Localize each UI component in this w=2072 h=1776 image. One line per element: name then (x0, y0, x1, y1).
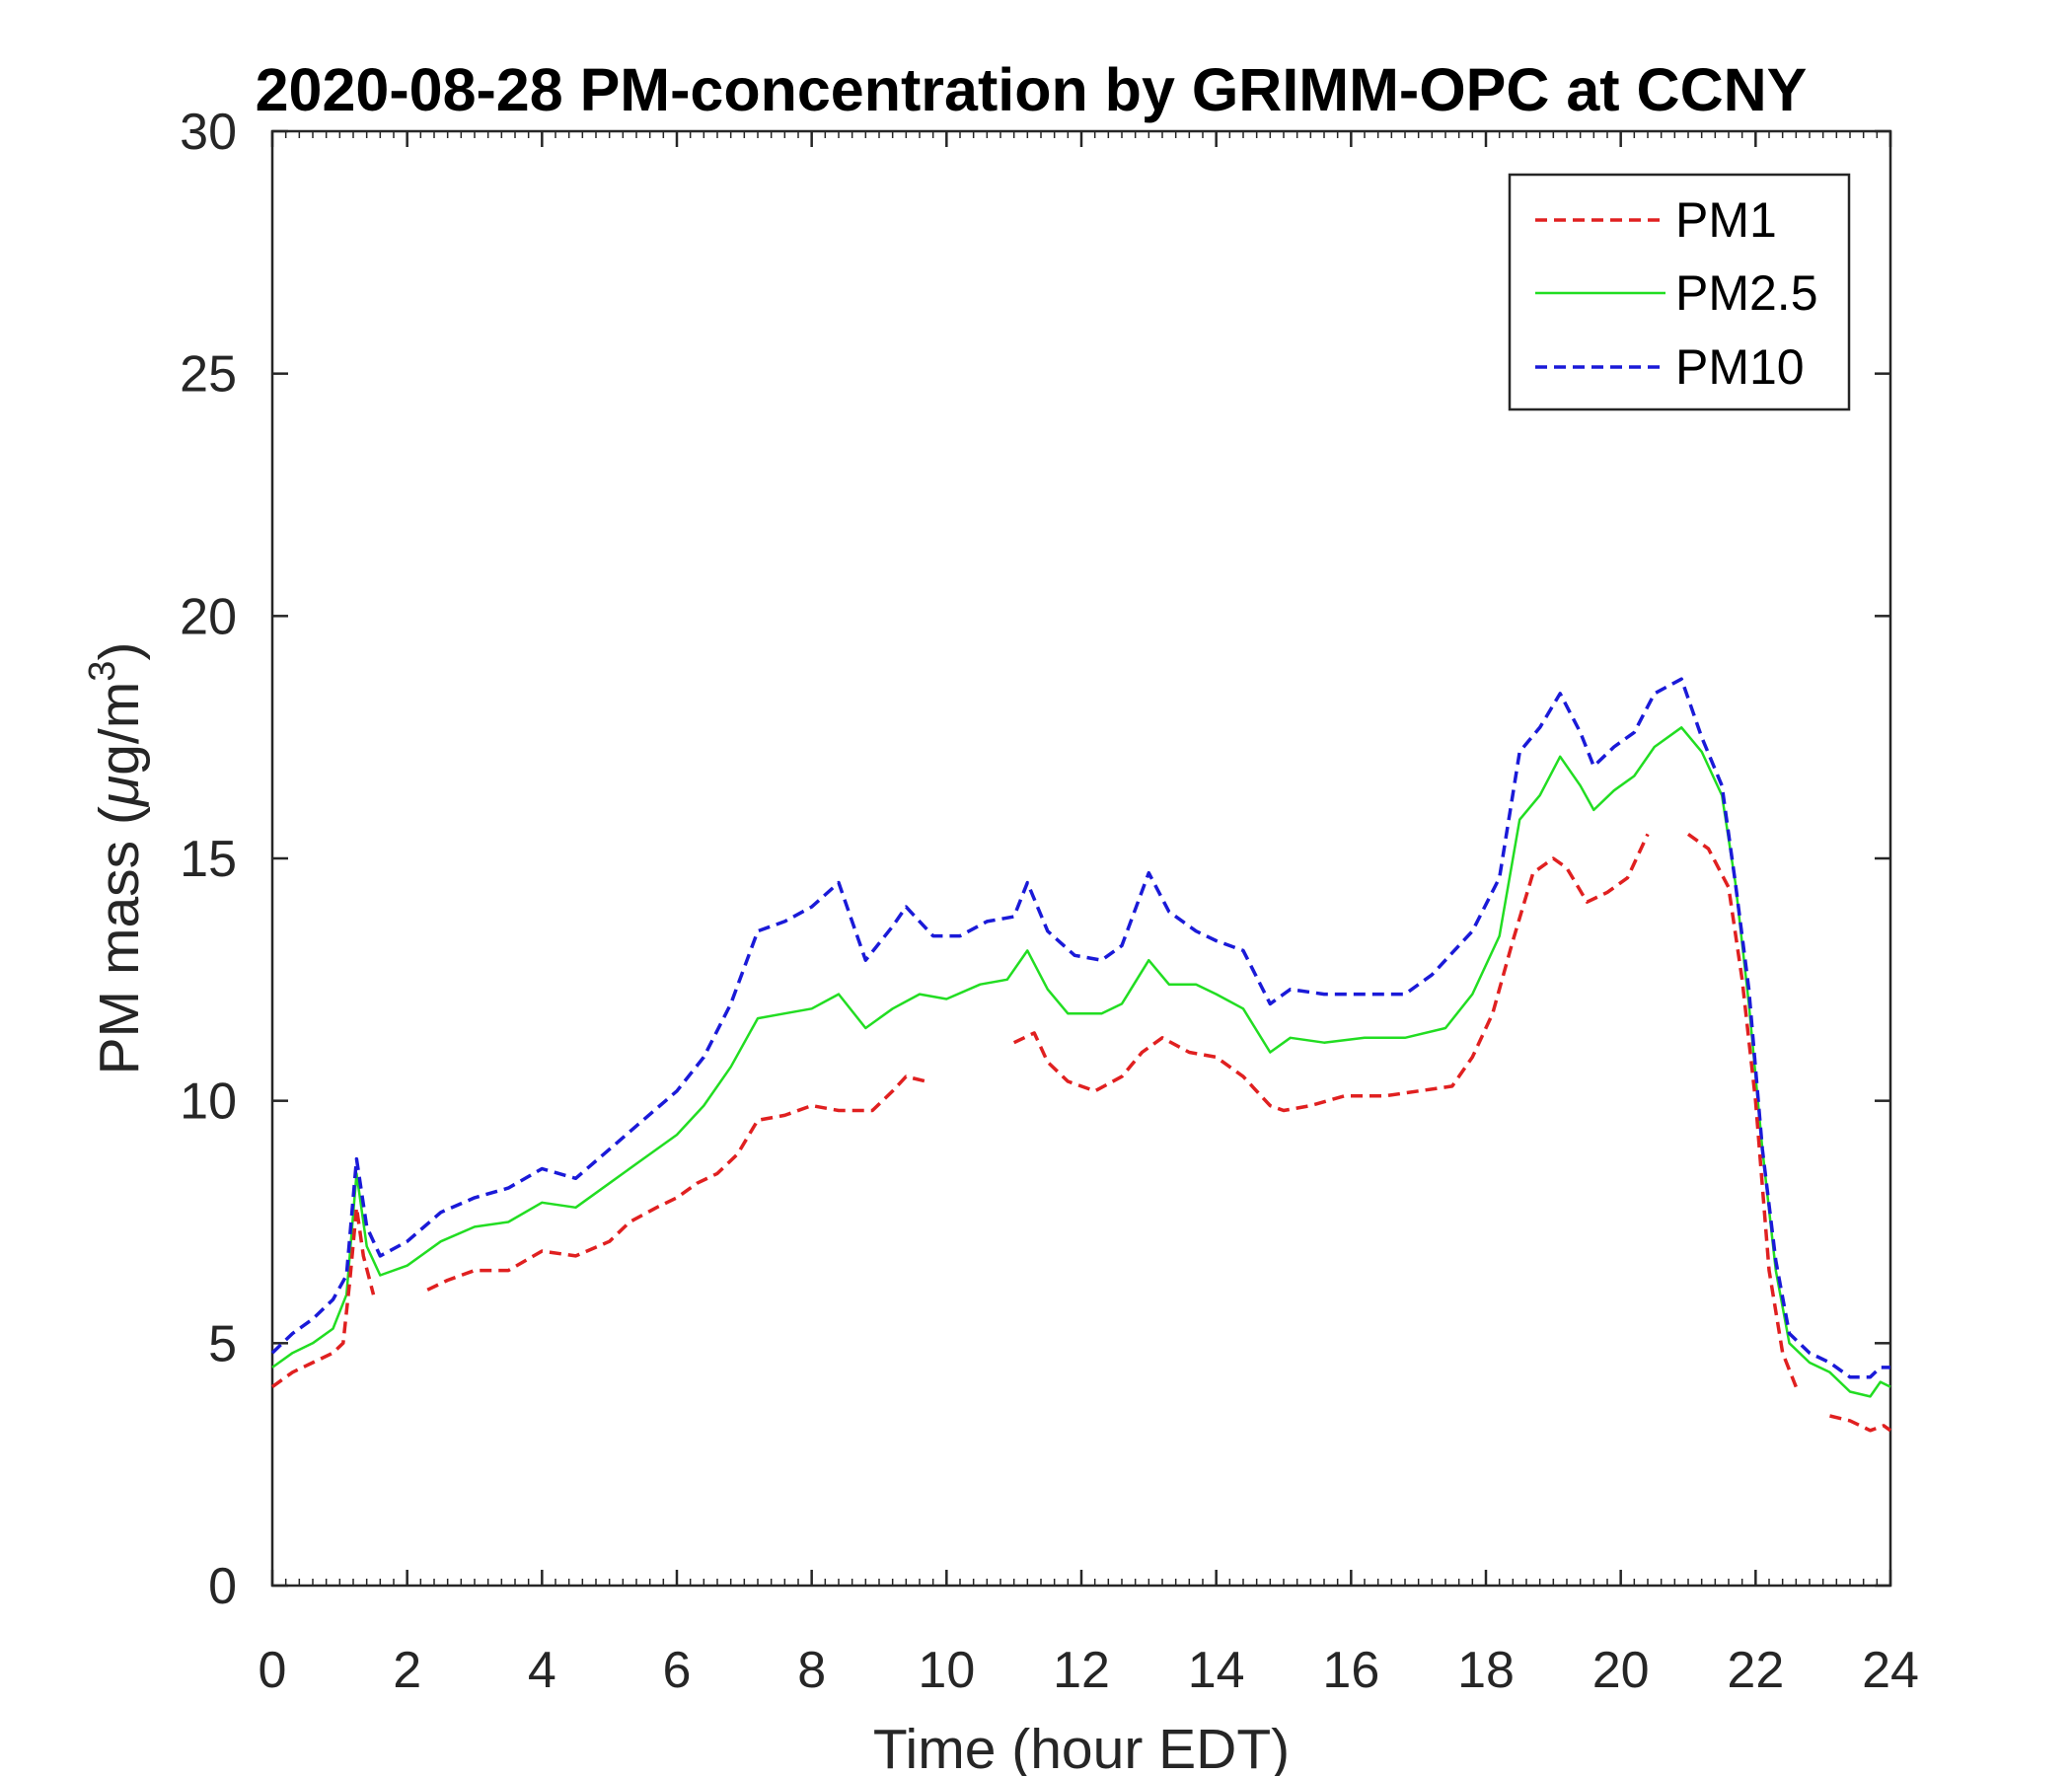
x-tick-label: 4 (528, 1642, 556, 1699)
y-axis-label: PM mass (μg/m3) (82, 642, 151, 1075)
y-tick-label: 0 (208, 1558, 237, 1615)
x-tick-label: 0 (259, 1642, 287, 1699)
x-tick-label: 20 (1592, 1642, 1650, 1699)
series-line-pm1 (1829, 1414, 1892, 1433)
y-axis-label-close: ) (88, 642, 151, 661)
y-tick-labels: 0 5 10 15 20 25 30 (180, 104, 237, 1615)
x-tick-label: 24 (1862, 1642, 1919, 1699)
y-axis-label-mu: μ (88, 776, 151, 808)
series-line-pm10 (270, 677, 1890, 1379)
series-line-pm1 (270, 1206, 376, 1389)
y-axis-label-unit: g/m (88, 682, 151, 776)
y-tick-label: 10 (180, 1073, 237, 1131)
x-axis-label: Time (hour EDT) (873, 1718, 1290, 1776)
y-axis-label-main: PM mass ( (88, 806, 151, 1074)
legend-label-pm1: PM1 (1675, 192, 1777, 248)
series-line-pm25 (271, 726, 1891, 1398)
series-line-pm1 (1012, 833, 1650, 1113)
x-tick-label: 12 (1053, 1642, 1110, 1699)
plot-area (270, 129, 1892, 1588)
y-tick-label: 20 (180, 588, 237, 645)
x-tick-label: 10 (918, 1642, 975, 1699)
series-line-pm1 (1686, 832, 1798, 1388)
legend-label-pm25: PM2.5 (1675, 265, 1818, 321)
x-tick-label: 14 (1188, 1642, 1245, 1699)
series-layer (270, 677, 1892, 1433)
y-tick-label: 25 (180, 346, 237, 404)
x-tick-label: 22 (1727, 1642, 1784, 1699)
x-tick-label: 6 (663, 1642, 692, 1699)
y-tick-label: 15 (180, 831, 237, 888)
legend: PM1 PM2.5 PM10 (1508, 173, 1851, 411)
chart-title: 2020-08-28 PM-concentration by GRIMM-OPC… (256, 56, 1808, 123)
y-tick-label: 5 (208, 1315, 237, 1372)
x-tick-label: 2 (393, 1642, 421, 1699)
x-tick-labels: 0 2 4 6 8 10 12 14 16 18 20 22 24 (259, 1642, 1919, 1699)
y-tick-label: 30 (180, 104, 237, 161)
series-line-pm1 (426, 1074, 927, 1292)
legend-label-pm10: PM10 (1675, 339, 1805, 395)
x-tick-label: 16 (1322, 1642, 1379, 1699)
x-tick-label: 18 (1457, 1642, 1515, 1699)
x-tick-label: 8 (797, 1642, 826, 1699)
y-axis-label-sup: 3 (82, 661, 123, 682)
